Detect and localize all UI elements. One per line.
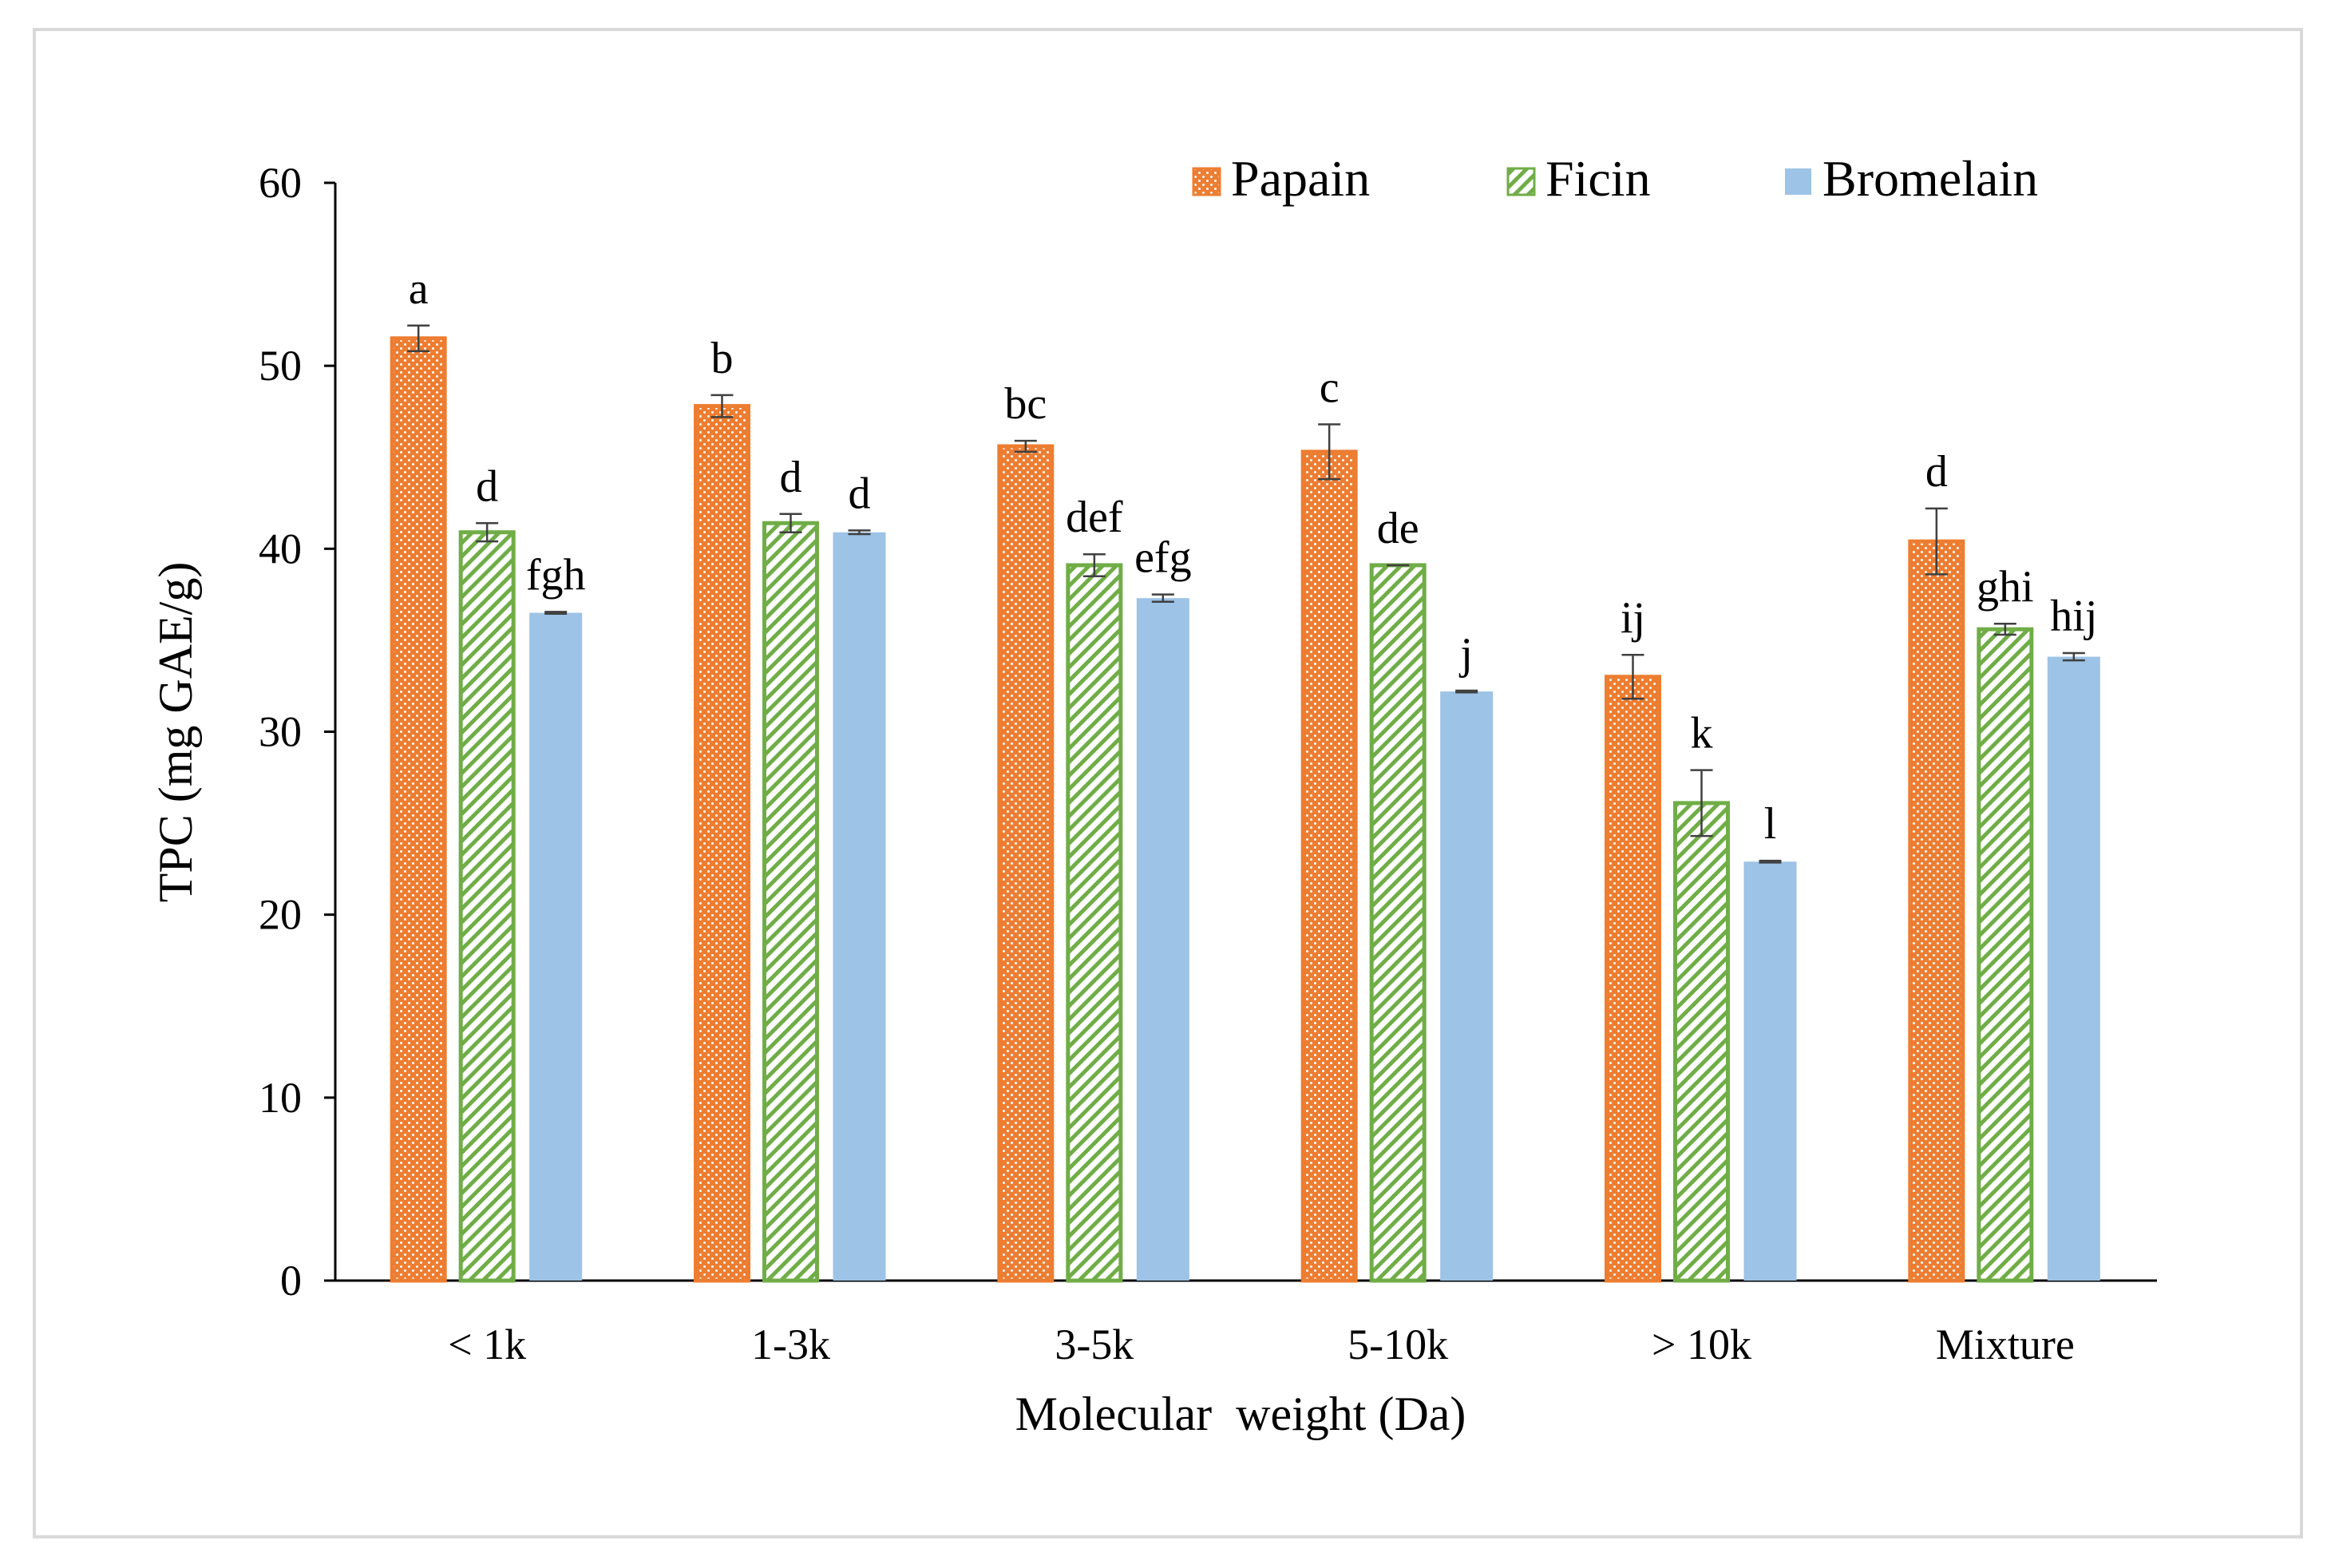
x-tick-label: 5-10k [1348, 1321, 1448, 1368]
significance-label-bromelain: l [1764, 799, 1777, 849]
legend-swatch-ficin [1506, 167, 1536, 196]
chart-frame: 0 10 20 30 40 50 60 a d fgh b d d bc def efg c de j ij k l d g… [33, 28, 2303, 1538]
significance-label-papain: bc [1004, 379, 1047, 429]
significance-label-bromelain: fgh [526, 550, 586, 600]
bar-ficin [762, 521, 819, 1283]
y-axis-title: TPC (mg GAE/g) [149, 562, 202, 903]
x-axis-tick-labels: < 1k 1-3k 3-5k 5-10k > 10k Mixture [448, 1321, 2075, 1368]
bar-ficin [1369, 563, 1427, 1283]
significance-label-ficin: k [1691, 709, 1713, 758]
legend: Papain Ficin Bromelain [1192, 150, 2038, 207]
significance-label-ficin: def [1066, 493, 1123, 542]
significance-label-ficin: d [780, 453, 802, 502]
significance-label-papain: c [1320, 363, 1340, 413]
x-tick-label: Mixture [1936, 1321, 2075, 1368]
y-axis-ticks: 0 10 20 30 40 50 60 [259, 159, 335, 1305]
y-tick-label: 50 [259, 342, 302, 390]
x-tick-label: > 10k [1652, 1321, 1751, 1368]
legend-label-ficin: Ficin [1545, 150, 1651, 207]
bar-bromelain [833, 532, 886, 1281]
y-tick-label: 30 [259, 708, 302, 756]
x-axis-title: Molecular weight (Da) [1015, 1388, 1466, 1440]
bar-ficin [458, 530, 516, 1283]
bar-ficin [1066, 563, 1123, 1283]
bar-bromelain [1440, 691, 1494, 1281]
y-tick-label: 40 [259, 525, 302, 572]
y-tick-label: 60 [259, 159, 302, 207]
bar-ficin [1977, 627, 2034, 1283]
bar-bromelain [1743, 861, 1797, 1281]
bar-papain [1908, 539, 1965, 1283]
significance-label-ficin: ghi [1977, 562, 2034, 612]
bar-ficin [1673, 801, 1730, 1283]
y-tick-label: 20 [259, 891, 302, 939]
significance-label-ficin: de [1377, 504, 1419, 553]
legend-swatch-papain [1192, 167, 1221, 196]
legend-label-papain: Papain [1231, 150, 1370, 207]
bar-papain [1300, 449, 1358, 1283]
y-tick-label: 10 [259, 1074, 302, 1122]
bar-papain [1605, 675, 1661, 1283]
bar-bromelain [2047, 656, 2100, 1281]
x-tick-label: < 1k [448, 1321, 526, 1368]
y-tick-label: 0 [280, 1257, 302, 1305]
significance-label-bromelain: hij [2050, 592, 2097, 641]
significance-label-bromelain: d [849, 469, 871, 518]
legend-swatch-bromelain [1785, 168, 1811, 195]
bar-papain [997, 444, 1055, 1283]
significance-label-ficin: d [476, 461, 498, 511]
bar-papain [390, 336, 447, 1283]
significance-label-papain: a [409, 264, 429, 314]
x-tick-label: 3-5k [1055, 1321, 1134, 1368]
bar-papain [694, 404, 750, 1283]
significance-label-bromelain: j [1458, 629, 1473, 679]
significance-label-papain: ij [1621, 593, 1645, 643]
bar-bromelain [529, 612, 583, 1281]
significance-label-papain: b [711, 334, 734, 383]
x-tick-label: 1-3k [751, 1321, 830, 1368]
significance-label-papain: d [1925, 447, 1948, 497]
significance-label-bromelain: efg [1134, 533, 1192, 583]
bar-bromelain [1136, 598, 1189, 1281]
legend-label-bromelain: Bromelain [1822, 150, 2038, 207]
